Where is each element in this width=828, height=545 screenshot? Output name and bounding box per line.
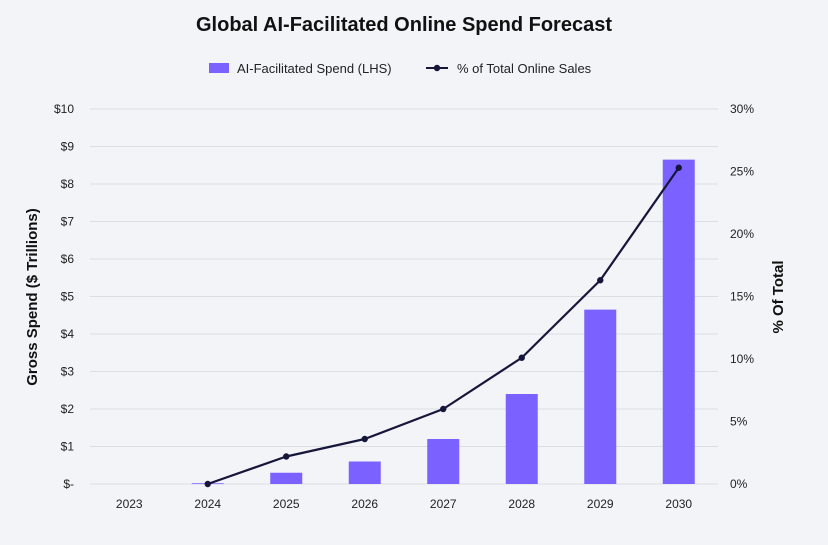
y-right-tick-label: 20% [730, 227, 754, 241]
y-axis-left-title: Gross Spend ($ Trillions) [24, 208, 41, 386]
y-right-tick-label: 0% [730, 477, 748, 491]
legend-bar-swatch [209, 63, 229, 73]
y-left-tick-label: $4 [61, 327, 75, 341]
x-tick-label: 2029 [587, 497, 614, 511]
bar [505, 394, 538, 484]
x-tick-label: 2026 [351, 497, 378, 511]
bar [584, 309, 617, 484]
legend-line-marker [433, 64, 441, 72]
y-left-tick-label: $- [63, 477, 74, 491]
x-tick-label: 2030 [665, 497, 692, 511]
line-point [283, 453, 290, 460]
y-left-tick-label: $9 [61, 140, 75, 154]
line-point [675, 164, 682, 171]
y-right-tick-label: 30% [730, 102, 754, 116]
bar-series [191, 159, 695, 485]
y-left-tick-label: $7 [61, 215, 75, 229]
legend-bar-label: AI-Facilitated Spend (LHS) [237, 61, 392, 76]
legend: AI-Facilitated Spend (LHS) % of Total On… [209, 61, 592, 76]
x-tick-label: 2027 [430, 497, 457, 511]
y-left-tick-label: $10 [54, 102, 74, 116]
bar [427, 439, 460, 484]
y-left-tick-label: $6 [61, 252, 75, 266]
x-axis-ticks: 2023 2024 2025 2026 2027 2028 2029 2030 [116, 497, 693, 511]
x-tick-label: 2025 [273, 497, 300, 511]
line-point [518, 354, 525, 361]
y-left-tick-label: $8 [61, 177, 75, 191]
chart-title: Global AI-Facilitated Online Spend Forec… [196, 14, 612, 36]
x-tick-label: 2023 [116, 497, 143, 511]
y-left-tick-label: $5 [61, 290, 75, 304]
y-axis-right-title: % Of Total [770, 260, 787, 333]
y-left-tick-label: $2 [61, 402, 75, 416]
y-left-tick-label: $1 [61, 440, 75, 454]
y-right-tick-label: 25% [730, 165, 754, 179]
x-tick-label: 2024 [194, 497, 221, 511]
line-point [440, 405, 447, 413]
gridlines [90, 108, 718, 485]
line-series [204, 164, 682, 488]
x-tick-label: 2028 [508, 497, 535, 511]
legend-line-label: % of Total Online Sales [457, 61, 592, 76]
y-right-tick-label: 5% [730, 415, 748, 429]
bar [348, 461, 381, 484]
line-point [597, 277, 604, 284]
y-right-tick-label: 10% [730, 352, 754, 366]
y-left-tick-label: $3 [61, 365, 75, 379]
bar [662, 159, 695, 484]
y-axis-right-ticks: 0% 5% 10% 15% 20% 25% 30% [730, 102, 754, 491]
line-point [204, 480, 211, 488]
bar [270, 472, 303, 484]
line-point [361, 435, 368, 443]
y-axis-left-ticks: $- $1 $2 $3 $4 $5 $6 $7 $8 $9 $10 [54, 102, 74, 491]
y-right-tick-label: 15% [730, 290, 754, 304]
